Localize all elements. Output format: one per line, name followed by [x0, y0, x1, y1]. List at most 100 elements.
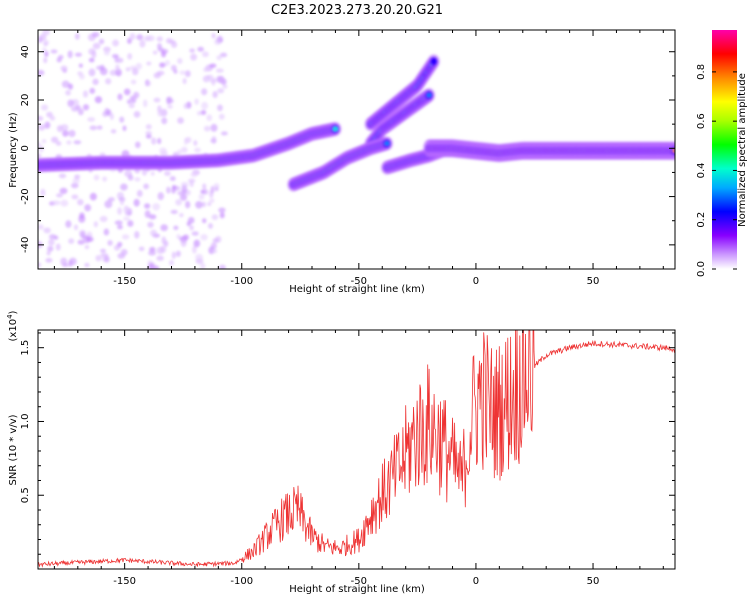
spectrogram-noise-blob	[65, 90, 71, 96]
spectrogram-noise-blob	[160, 224, 168, 232]
spectrogram-noise-blob	[203, 67, 209, 73]
spectrogram-noise-blob	[112, 39, 119, 47]
spectrogram-noise-blob	[127, 53, 133, 60]
spectrogram-noise-blob	[105, 78, 112, 85]
spectrogram-noise-blob	[128, 103, 135, 109]
spectrogram-noise-blob	[110, 129, 117, 134]
spectrogram-noise-blob	[133, 111, 141, 118]
snr-panel: -150 -100 -50 0 50 0.5 1.0 1.5 Height of strai…	[6, 310, 676, 595]
spectrogram-noise-blob	[100, 248, 106, 253]
spectrogram-noise-blob	[157, 137, 162, 145]
spectrogram-noise-blob	[58, 173, 67, 179]
spectrogram-noise-blob	[38, 262, 42, 268]
spectrogram-noise-blob	[66, 140, 72, 145]
spectrogram-noise-blob	[129, 32, 136, 40]
spectrogram-noise-blob	[119, 198, 125, 206]
spectrogram-frame	[37, 29, 676, 270]
snr-x-tick-label: 50	[587, 576, 600, 587]
spectrogram-noise-blob	[67, 50, 73, 59]
spectrogram-trace-core	[672, 148, 675, 153]
spectrogram-noise-blob	[148, 214, 157, 220]
spectrogram-y-tick-label: 20	[20, 94, 31, 107]
spectrogram-noise-blob	[150, 171, 155, 176]
spectrogram-noise-blob	[212, 238, 219, 243]
spectrogram-noise-blob	[71, 182, 79, 189]
spectrogram-noise-blob	[160, 150, 169, 157]
spectrogram-noise-blob	[222, 84, 228, 89]
spectrogram-noise-blob	[217, 88, 225, 94]
spectrogram-noise-blob	[218, 264, 226, 269]
spectrogram-noise-blob	[43, 39, 50, 46]
spectrogram-y-tick-label: 0	[20, 145, 31, 151]
spectrogram-noise-blob	[217, 104, 223, 112]
colorbar-tick-label: 0.2	[696, 212, 707, 228]
spectrogram-noise-blob	[156, 36, 163, 42]
spectrogram-noise-blob	[72, 177, 80, 184]
spectrogram-noise-blob	[198, 193, 205, 200]
spectrogram-noise-blob	[210, 185, 215, 194]
spectrogram-noise-blob	[123, 216, 130, 221]
spectrogram-noise-blob	[38, 124, 46, 131]
spectrogram-noise-blob	[139, 39, 146, 48]
spectrogram-noise-blob	[147, 35, 155, 42]
spectrogram-noise-blob	[166, 96, 173, 103]
spectrogram-blobs	[38, 30, 675, 269]
snr-frame	[37, 329, 676, 570]
spectrogram-noise-blob	[171, 251, 176, 260]
spectrogram-noise-blob	[171, 41, 178, 49]
spectrogram-noise-blob	[92, 42, 101, 50]
spectrogram-noise-blob	[41, 139, 47, 144]
spectrogram-noise-blob	[185, 136, 192, 144]
spectrogram-noise-blob	[87, 117, 96, 122]
spectrogram-x-ticks: -150 -100 -50 0 50	[53, 30, 664, 287]
spectrogram-noise-blob	[182, 78, 187, 85]
spectrogram-noise-blob	[114, 220, 123, 226]
spectrogram-noise-blob	[183, 103, 188, 110]
spectrogram-noise-blob	[161, 117, 168, 125]
spectrogram-panel: -150 -100 -50 0 50 -40 -20 0 20 40 Height of str…	[8, 29, 676, 295]
spectrogram-noise-blob	[125, 67, 131, 72]
spectrogram-noise-blob	[214, 38, 222, 46]
spectrogram-noise-blob	[170, 209, 178, 214]
spectrogram-noise-blob	[38, 115, 44, 121]
spectrogram-noise-blob	[84, 262, 90, 268]
spectrogram-noise-blob	[211, 136, 217, 144]
spectrogram-noise-blob	[132, 68, 139, 76]
spectrogram-noise-blob	[73, 224, 79, 231]
spectrogram-y-ticks: -40 -20 0 20 40	[20, 45, 675, 270]
spectrogram-noise-blob	[65, 220, 72, 228]
spectrogram-noise-blob	[79, 212, 85, 219]
spectrogram-noise-blob	[201, 201, 206, 208]
spectrogram-x-tick-label: -50	[351, 276, 367, 287]
spectrogram-noise-blob	[89, 125, 98, 131]
spectrogram-noise-blob	[88, 57, 95, 63]
spectrogram-noise-blob	[109, 112, 114, 120]
spectrogram-noise-blob	[122, 125, 127, 132]
spectrogram-noise-blob	[193, 140, 198, 146]
spectrogram-noise-blob	[55, 243, 61, 251]
spectrogram-noise-blob	[59, 187, 68, 195]
spectrogram-noise-blob	[127, 37, 132, 44]
spectrogram-noise-blob	[164, 170, 171, 177]
colorbar-gradient	[712, 30, 737, 269]
snr-y-multiplier-base: (x10	[8, 319, 19, 342]
spectrogram-noise-blob	[148, 250, 156, 256]
spectrogram-noise-blob	[215, 68, 224, 73]
spectrogram-noise-blob	[187, 216, 195, 224]
spectrogram-noise-blob	[173, 225, 179, 231]
spectrogram-noise-blob	[134, 177, 141, 182]
spectrogram-noise-blob	[47, 245, 54, 252]
spectrogram-noise-blob	[200, 189, 205, 194]
snr-y-axis-label: SNR (10 * v/v)	[8, 414, 19, 485]
spectrogram-noise-blob	[74, 174, 81, 180]
spectrogram-noise-blob	[184, 70, 191, 78]
colorbar-tick-label: 0.0	[696, 261, 707, 277]
spectrogram-noise-blob	[102, 176, 108, 182]
colorbar-ticks: 0.0 0.2 0.4 0.6 0.8	[696, 64, 737, 277]
spectrogram-noise-blob	[212, 91, 218, 99]
spectrogram-noise-blob	[94, 96, 103, 104]
spectrogram-noise-blob	[145, 134, 152, 139]
spectrogram-noise-blob	[149, 246, 156, 253]
spectrogram-noise-blob	[77, 71, 83, 76]
spectrogram-noise-blob	[195, 200, 203, 209]
